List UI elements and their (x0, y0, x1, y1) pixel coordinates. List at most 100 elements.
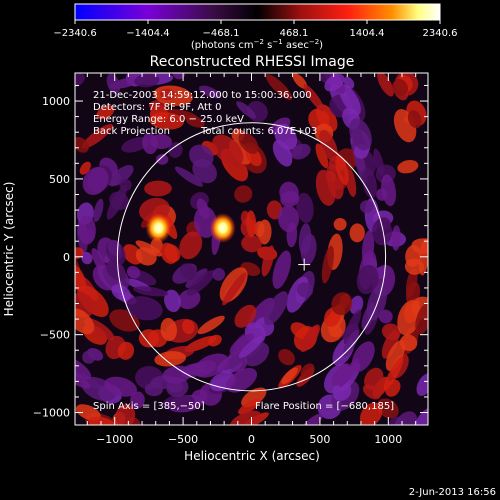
y-axis-label: Heliocentric Y (arcsec) (2, 182, 16, 317)
pattern-blob (238, 399, 261, 415)
pattern-blob (272, 250, 292, 289)
pattern-blob (385, 340, 406, 371)
solar-limb-circle (116, 122, 387, 392)
footer-date: 2-Jun-2013 16:56 (409, 487, 496, 498)
pattern-blob (194, 353, 229, 378)
annotations: 21-Dec-2003 14:59:12.000 to 15:00:36.000… (93, 90, 394, 412)
pattern-blob (77, 215, 96, 245)
pattern-blob (81, 251, 93, 265)
flare-sources (145, 212, 236, 243)
pattern-blob (106, 260, 126, 281)
pattern-blob (179, 231, 203, 260)
pattern-blob (241, 387, 267, 408)
pattern-blob (197, 315, 225, 335)
pattern-blob (134, 73, 160, 88)
pattern-blob (115, 404, 136, 425)
pattern-blob (75, 355, 92, 380)
pattern-blob (212, 268, 226, 281)
y-tick-label: 500 (49, 173, 70, 186)
pattern-blob (280, 191, 300, 207)
pattern-blob (174, 166, 203, 187)
colorbar-ticks: −2340.6 −1404.4 −468.1 468.1 1404.4 2340.6 (53, 20, 458, 39)
pattern-blob (111, 284, 132, 302)
pattern-blob (222, 272, 247, 306)
pattern-blob (296, 282, 314, 298)
pattern-blob (126, 265, 141, 279)
pattern-blob (376, 217, 391, 230)
flare-source (209, 212, 236, 243)
pattern-blob (290, 143, 311, 160)
pattern-blob (391, 225, 401, 251)
pattern-blob (236, 101, 256, 119)
pattern-blob (359, 402, 383, 425)
pattern-blob (298, 223, 312, 256)
pattern-blob (154, 351, 187, 367)
colorbar-tick-label: 1404.4 (350, 28, 385, 39)
x-axis-label: Heliocentric X (arcsec) (184, 449, 320, 463)
pattern-blob (212, 134, 244, 167)
pattern-blob (338, 358, 359, 388)
pattern-blob (106, 73, 121, 95)
pattern-blob (234, 185, 253, 203)
pattern-blob (75, 308, 95, 335)
pattern-blob (75, 404, 101, 421)
y-tick-label: −1000 (33, 407, 70, 420)
pattern-blob (225, 367, 258, 393)
pattern-blob (208, 334, 222, 347)
pattern-blob (376, 398, 399, 419)
pattern-blob (160, 242, 178, 264)
pattern-blob (383, 356, 404, 391)
x-tick-label: 500 (309, 433, 330, 446)
pattern-blob (299, 413, 323, 425)
pattern-blob (198, 85, 221, 99)
detectors-label: Detectors: 7F 8F 9F, Att 0 (93, 102, 221, 113)
pattern-blob (300, 363, 315, 379)
pattern-blob (75, 263, 86, 292)
pattern-blob (91, 248, 107, 275)
pattern-blob (96, 105, 115, 120)
plot-title: Reconstructed RHESSI Image (150, 54, 355, 70)
pattern-blob (162, 365, 192, 384)
pattern-blob (196, 198, 210, 219)
pattern-blob (81, 124, 113, 149)
colorbar-tick-label: −1404.4 (126, 28, 169, 39)
pattern-blob (241, 235, 262, 253)
pattern-blob (265, 74, 293, 101)
pattern-blob (130, 391, 145, 409)
pattern-blob (349, 223, 365, 243)
pattern-blob (278, 348, 295, 366)
pattern-blob (321, 245, 334, 284)
flare-source (145, 212, 172, 243)
time-range-label: 21-Dec-2003 14:59:12.000 to 15:00:36.000 (93, 90, 312, 101)
pattern-blob (144, 180, 172, 197)
pattern-blob (378, 309, 393, 324)
x-tick-label: 1000 (374, 433, 402, 446)
spin-axis-label: Spin Axis = [385,−50] (93, 401, 205, 412)
pattern-blob (180, 263, 197, 281)
pattern-blob (104, 376, 137, 397)
pattern-blob (189, 144, 214, 168)
pattern-blob (133, 286, 169, 297)
pattern-blob (274, 123, 298, 150)
pattern-blob (238, 132, 259, 154)
pattern-blob (300, 324, 321, 352)
pattern-blob (399, 334, 418, 352)
axis-ticks: −1000 −500 0 500 1000 1000 500 0 −500 −1000 (33, 73, 428, 446)
pattern-blob (121, 137, 149, 153)
colorbar-tick-label: −2340.6 (53, 28, 96, 39)
pattern-blob (135, 240, 162, 257)
pattern-blob (162, 394, 195, 411)
pattern-blob (381, 174, 396, 207)
pattern-blob (296, 192, 314, 224)
pattern-blob (182, 319, 195, 335)
total-counts-label: Total counts: 6.07E+03 (200, 126, 317, 137)
pattern-blob (149, 112, 184, 130)
pattern-blob (238, 335, 264, 358)
pattern-blob (331, 292, 353, 316)
pattern-blob (229, 410, 262, 425)
pattern-blob (75, 369, 91, 389)
pattern-blob (324, 73, 345, 92)
pattern-blob (333, 218, 347, 231)
y-tick-label: 0 (63, 251, 70, 264)
pattern-blob (315, 169, 336, 206)
